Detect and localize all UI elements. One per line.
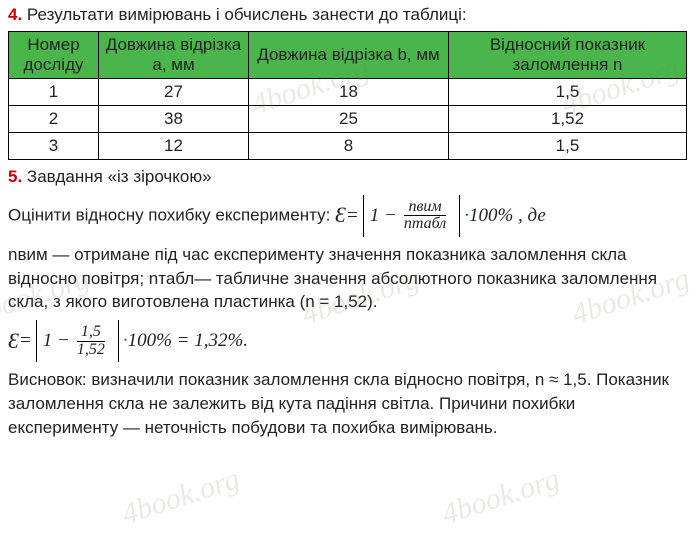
epsilon: Ɛ xyxy=(335,200,346,231)
formula1-line: Оцінити відносну похибку експерименту: Ɛ… xyxy=(8,195,687,237)
task4-number: 4. xyxy=(8,5,22,24)
cell: 1 xyxy=(9,78,99,105)
watermark: 4book.org xyxy=(118,462,244,532)
frac-num: nвим xyxy=(404,199,445,217)
task4-text: Результати вимірювань і обчислень занест… xyxy=(27,5,467,24)
task5-line: 5. Завдання «із зірочкою» xyxy=(8,166,687,189)
formula1: Ɛ = 1 − nвим nтабл ∙ 100% , де xyxy=(335,195,546,237)
table-header-row: Номер досліду Довжина відрізка a, мм Дов… xyxy=(9,31,687,78)
th-b: Довжина відрізка b, мм xyxy=(249,31,449,78)
cell: 27 xyxy=(99,78,249,105)
result: 100% = 1,32%. xyxy=(128,328,248,355)
cell: 38 xyxy=(99,105,249,132)
cell: 25 xyxy=(249,105,449,132)
cell: 12 xyxy=(99,132,249,159)
cell: 2 xyxy=(9,105,99,132)
conclusion: Висновок: визначили показник заломлення … xyxy=(8,368,687,439)
th-num: Номер досліду xyxy=(9,31,99,78)
table-row: 2 38 25 1,52 xyxy=(9,105,687,132)
results-table: Номер досліду Довжина відрізка a, мм Дов… xyxy=(8,31,687,160)
abs-bars: 1 − 1,5 1,52 xyxy=(36,320,119,362)
pct: 100% , де xyxy=(469,203,546,230)
formula2: Ɛ = 1 − 1,5 1,52 ∙ 100% = 1,32%. xyxy=(8,320,248,362)
fraction: 1,5 1,52 xyxy=(73,324,109,359)
th-n: Відносний показник заломлення n xyxy=(449,31,687,78)
frac-den: 1,52 xyxy=(73,342,109,359)
table-row: 3 12 8 1,5 xyxy=(9,132,687,159)
frac-num: 1,5 xyxy=(77,324,105,342)
frac-den: nтабл xyxy=(400,216,450,233)
formula2-line: Ɛ = 1 − 1,5 1,52 ∙ 100% = 1,32%. xyxy=(8,320,687,362)
abs-bars: 1 − nвим nтабл xyxy=(363,195,460,237)
cell: 3 xyxy=(9,132,99,159)
cell: 1,52 xyxy=(449,105,687,132)
cell: 1,5 xyxy=(449,132,687,159)
epsilon: Ɛ xyxy=(8,326,19,357)
one-minus: 1 − xyxy=(43,328,70,355)
fraction: nвим nтабл xyxy=(400,199,450,234)
task4-line: 4. Результати вимірювань і обчислень зан… xyxy=(8,4,687,27)
cell: 8 xyxy=(249,132,449,159)
explanation: nвим — отримане під час експерименту зна… xyxy=(8,243,687,314)
cell: 18 xyxy=(249,78,449,105)
equals: = xyxy=(19,328,32,355)
task5-text: Завдання «із зірочкою» xyxy=(27,167,212,186)
equals: = xyxy=(346,203,359,230)
formula1-lead: Оцінити відносну похибку експерименту: xyxy=(8,205,335,224)
table-row: 1 27 18 1,5 xyxy=(9,78,687,105)
cell: 1,5 xyxy=(449,78,687,105)
task5-number: 5. xyxy=(8,167,22,186)
th-a: Довжина відрізка a, мм xyxy=(99,31,249,78)
one-minus: 1 − xyxy=(370,203,397,230)
watermark: 4book.org xyxy=(438,462,564,532)
